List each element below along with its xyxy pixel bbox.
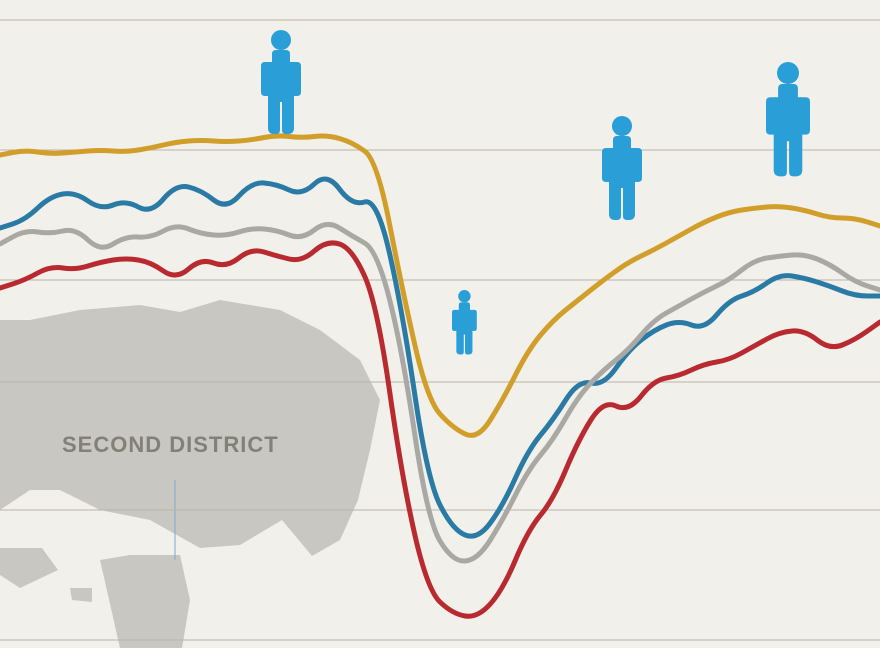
chart-container: SECOND DISTRICT: [0, 0, 880, 648]
vi-shape: [70, 588, 92, 602]
chart-svg: [0, 0, 880, 648]
district-label: SECOND DISTRICT: [62, 432, 279, 458]
